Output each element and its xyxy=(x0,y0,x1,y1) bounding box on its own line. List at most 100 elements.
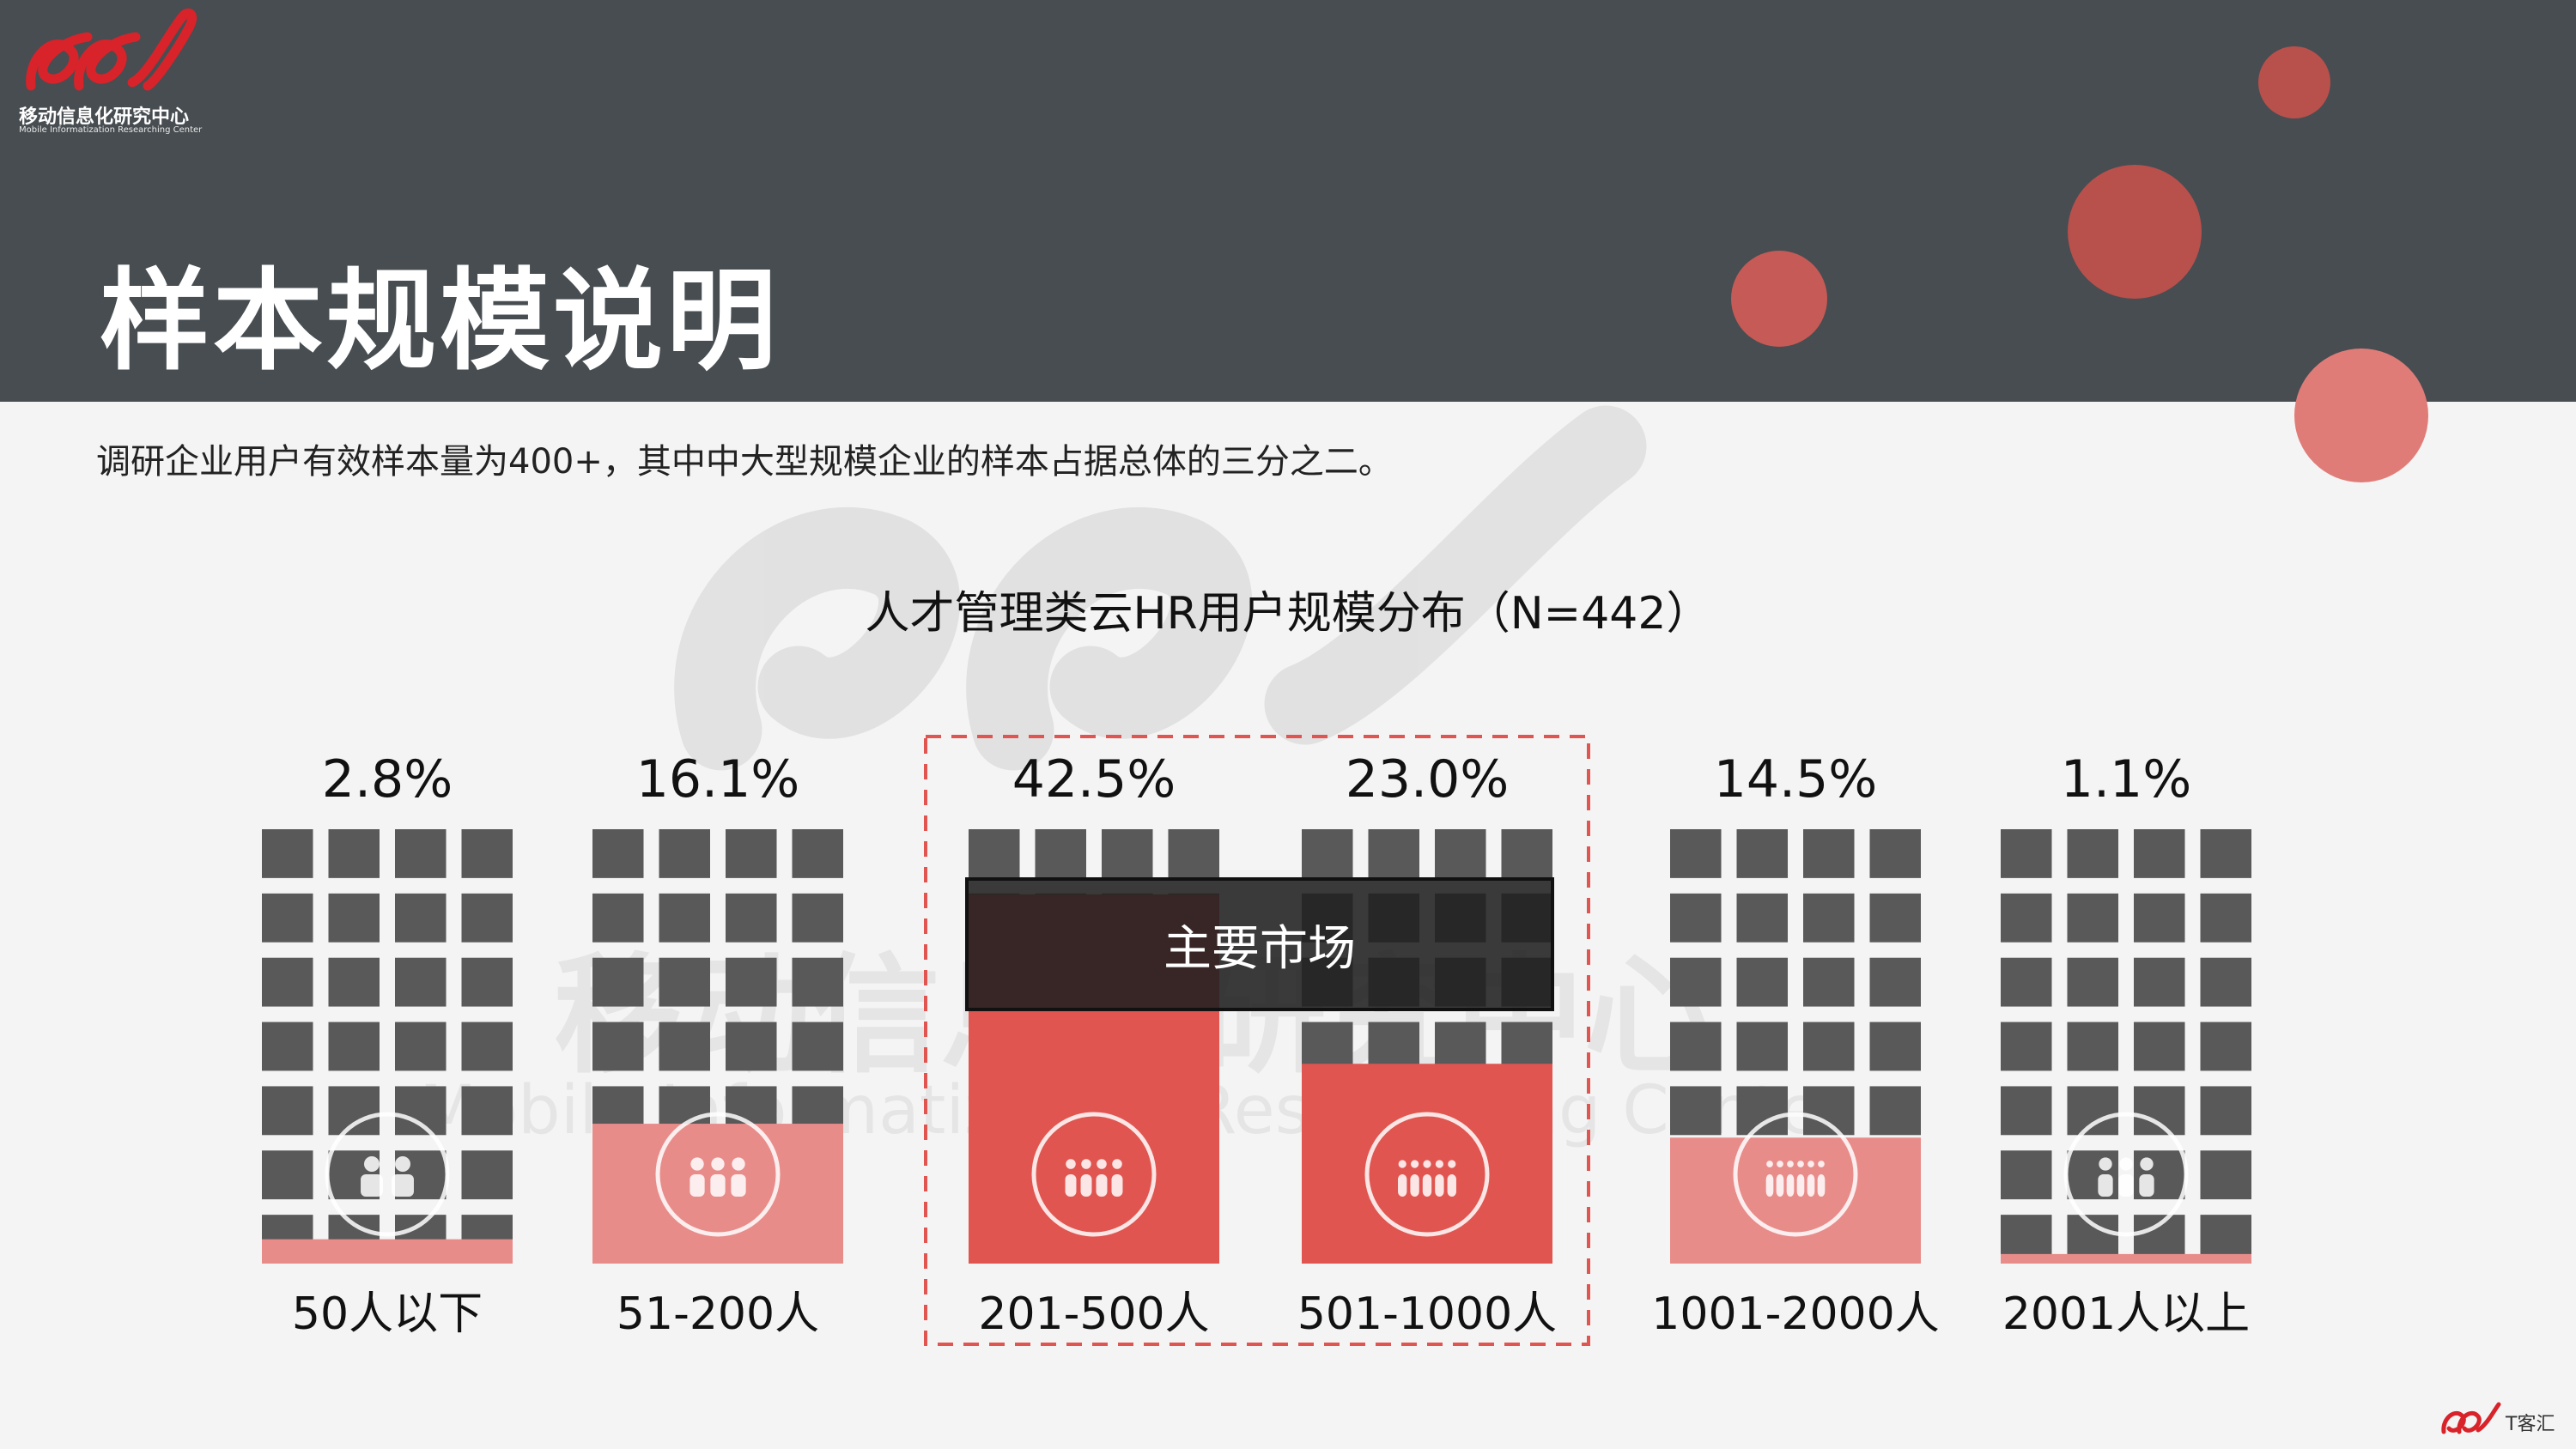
category-label-4: 501-1000人 xyxy=(1297,1288,1557,1340)
building-window xyxy=(659,829,710,878)
building-window xyxy=(1501,1022,1552,1071)
building-window xyxy=(2001,1022,2052,1071)
building-window xyxy=(2134,957,2185,1007)
building-window xyxy=(592,829,644,878)
building-window xyxy=(1302,829,1353,878)
building-window xyxy=(726,829,777,878)
building-window xyxy=(328,829,380,878)
value-label-3: 42.5% xyxy=(1012,749,1176,809)
page-title: 样本规模说明 xyxy=(100,258,781,385)
footer-brand-logo: T客汇 xyxy=(2441,1402,2555,1435)
building-window xyxy=(726,957,777,1007)
building-window xyxy=(461,893,513,943)
building-window xyxy=(395,957,447,1007)
building-window xyxy=(2200,1086,2251,1136)
category-label-6: 2001人以上 xyxy=(2002,1288,2250,1340)
building-window xyxy=(726,1022,777,1071)
building-window xyxy=(592,957,644,1007)
building-window xyxy=(1803,829,1855,878)
building-window xyxy=(262,829,313,878)
building-window xyxy=(1869,829,1921,878)
bar-fill-5 xyxy=(1670,1137,1921,1264)
building-window xyxy=(792,829,843,878)
building-window xyxy=(1869,957,1921,1007)
building-window xyxy=(2067,1086,2118,1136)
building-window xyxy=(262,1022,313,1071)
building-window xyxy=(792,893,843,943)
building-window xyxy=(461,957,513,1007)
category-label-3: 201-500人 xyxy=(978,1288,1209,1340)
building-window xyxy=(2067,893,2118,943)
building-window xyxy=(2134,893,2185,943)
building-window xyxy=(262,1150,313,1200)
building-window xyxy=(395,1086,447,1136)
category-label-1: 50人以下 xyxy=(292,1288,483,1340)
main-market-box xyxy=(965,877,1554,1011)
building-window xyxy=(1670,957,1722,1007)
main-market-label: 主要市场 xyxy=(1163,921,1356,977)
building-window xyxy=(1869,893,1921,943)
building-window xyxy=(2200,957,2251,1007)
building-window xyxy=(328,957,380,1007)
building-window xyxy=(328,893,380,943)
highlight-frame xyxy=(924,735,1590,1346)
building-window xyxy=(2067,829,2118,878)
building-window xyxy=(659,1022,710,1071)
brand-logo: 移动信息化研究中心 Mobile Informatization Researc… xyxy=(19,7,208,136)
building-window xyxy=(2067,1022,2118,1071)
building-window xyxy=(2200,829,2251,878)
building-window xyxy=(2001,1086,2052,1136)
building-window xyxy=(1368,1022,1419,1071)
building-window xyxy=(1803,893,1855,943)
value-label-2: 16.1% xyxy=(636,749,800,809)
value-label-4: 23.0% xyxy=(1346,749,1510,809)
team-leader-icon-glyph xyxy=(1065,1159,1123,1197)
value-label-1: 2.8% xyxy=(322,749,453,809)
building-window xyxy=(1736,957,1788,1007)
conference-table-icon-glyph xyxy=(1398,1160,1456,1197)
building-window xyxy=(395,1022,447,1071)
building-window xyxy=(262,957,313,1007)
summary-text: 调研企业用户有效样本量为400+，其中中大型规模企业的样本占据总体的三分之二。 xyxy=(96,442,1393,482)
businessmen-icon-glyph xyxy=(361,1156,414,1197)
building-window xyxy=(395,829,447,878)
conference-table-icon xyxy=(1364,1112,1490,1237)
building-window xyxy=(592,893,644,943)
team-leader-icon xyxy=(1031,1112,1157,1237)
building-window xyxy=(1670,1022,1722,1071)
building-window xyxy=(2134,1086,2185,1136)
building-window xyxy=(1102,829,1153,878)
building-window xyxy=(792,957,843,1007)
building-window xyxy=(328,1086,380,1136)
value-label-5: 14.5% xyxy=(1714,749,1878,809)
building-window xyxy=(1035,829,1086,878)
building-window xyxy=(2134,1022,2185,1071)
logo-subtext: Mobile Informatization Researching Cente… xyxy=(19,125,203,135)
building-window xyxy=(1302,1022,1353,1071)
logo-text: 移动信息化研究中心 xyxy=(19,106,190,128)
decor-circle-light xyxy=(2294,349,2428,482)
building-window xyxy=(659,957,710,1007)
chart-title: 人才管理类云HR用户规模分布（N=442） xyxy=(865,588,1711,640)
building-window xyxy=(1803,957,1855,1007)
building-window xyxy=(1168,829,1219,878)
building-window xyxy=(2200,1022,2251,1071)
building-window xyxy=(2134,829,2185,878)
decor-circle-large xyxy=(2068,165,2202,299)
building-window xyxy=(1869,1022,1921,1071)
building-window xyxy=(1736,1022,1788,1071)
building-window xyxy=(1670,829,1722,878)
building-window xyxy=(2001,893,2052,943)
building-window xyxy=(395,893,447,943)
building-window xyxy=(1435,1022,1486,1071)
building-window xyxy=(1435,829,1486,878)
decor-circle-small xyxy=(2258,46,2330,118)
building-window xyxy=(1368,829,1419,878)
logo-mark-icon xyxy=(26,8,197,91)
footer-brand-text: T客汇 xyxy=(2505,1414,2555,1435)
building-window xyxy=(2200,1150,2251,1200)
bar-fill-6 xyxy=(2001,1253,2251,1264)
building-window xyxy=(2001,829,2052,878)
building-window xyxy=(2067,957,2118,1007)
category-label-2: 51-200人 xyxy=(617,1288,819,1340)
